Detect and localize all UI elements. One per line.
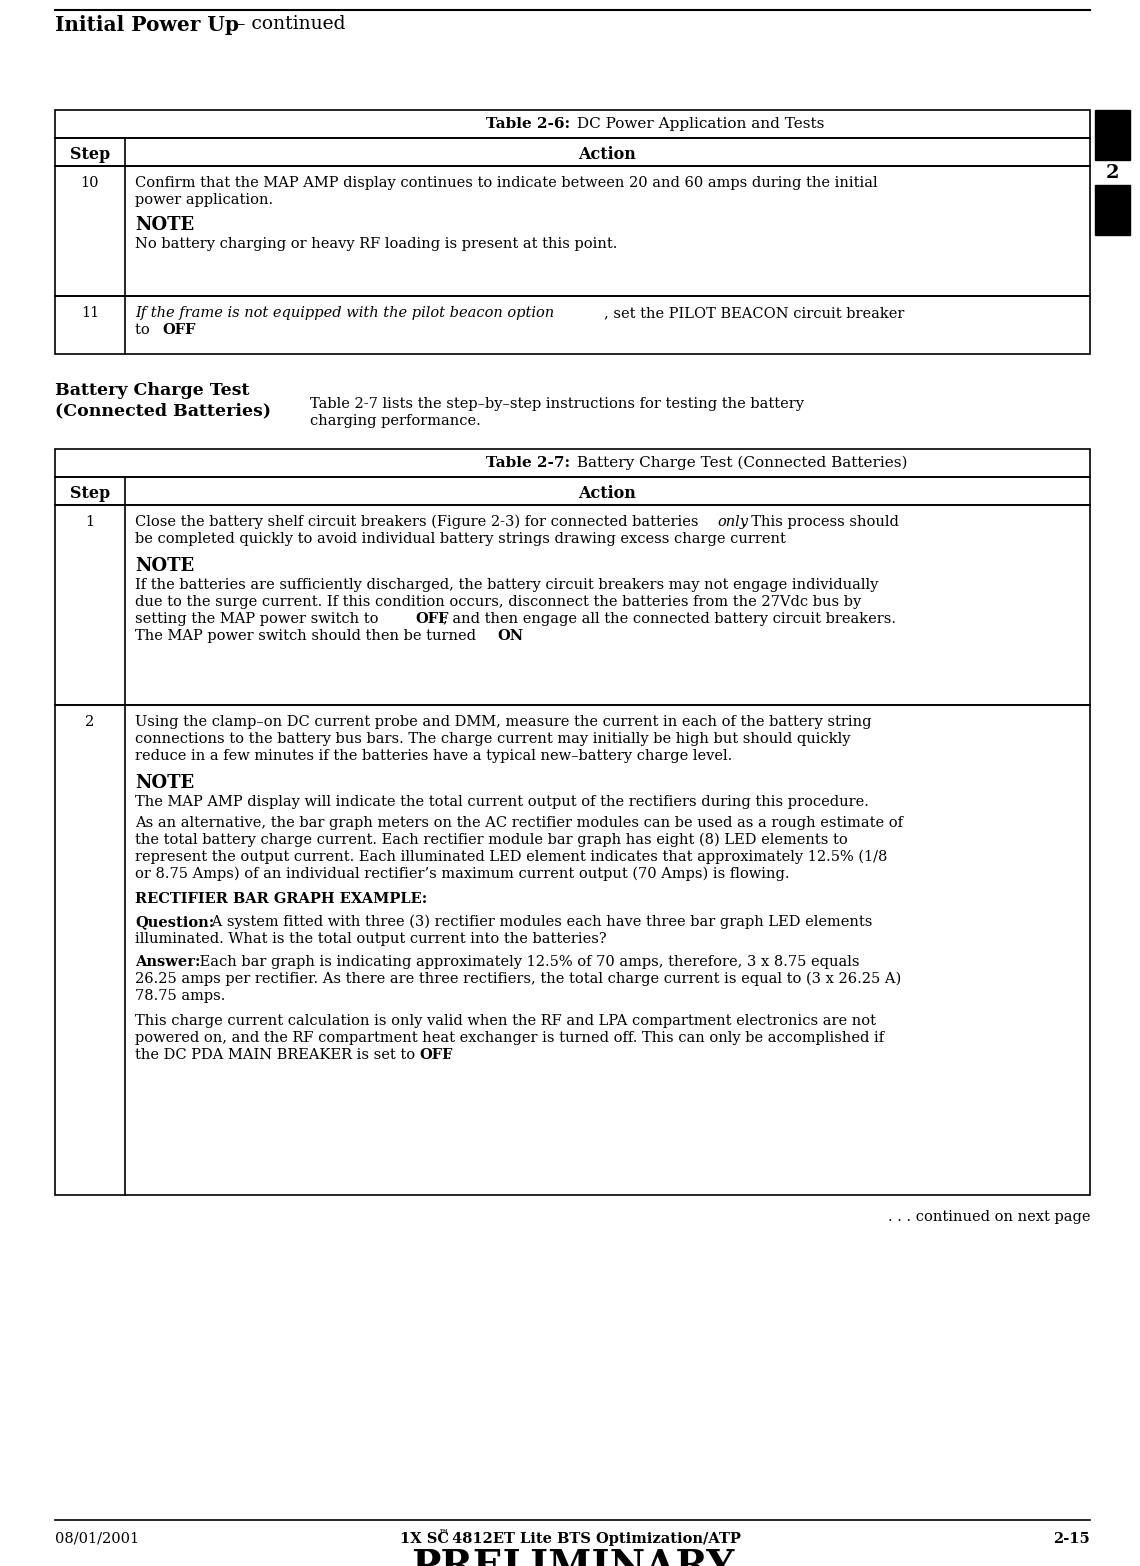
Text: Action: Action xyxy=(579,146,636,163)
Text: Confirm that the MAP AMP display continues to indicate between 20 and 60 amps du: Confirm that the MAP AMP display continu… xyxy=(135,175,878,189)
Text: , and then engage all the connected battery circuit breakers.: , and then engage all the connected batt… xyxy=(443,612,896,626)
Text: illuminated. What is the total output current into the batteries?: illuminated. What is the total output cu… xyxy=(135,932,606,946)
Text: .: . xyxy=(187,323,192,337)
Text: 26.25 amps per rectifier. As there are three rectifiers, the total charge curren: 26.25 amps per rectifier. As there are t… xyxy=(135,972,902,987)
Text: Step: Step xyxy=(70,485,111,503)
Text: Using the clamp–on DC current probe and DMM, measure the current in each of the : Using the clamp–on DC current probe and … xyxy=(135,716,871,730)
Text: Each bar graph is indicating approximately 12.5% of 70 amps, therefore, 3 x 8.75: Each bar graph is indicating approximate… xyxy=(195,955,860,969)
Text: Question:: Question: xyxy=(135,915,214,929)
Text: Answer:: Answer: xyxy=(135,955,201,969)
Text: . . . continued on next page: . . . continued on next page xyxy=(888,1211,1090,1225)
Text: 08/01/2001: 08/01/2001 xyxy=(55,1532,139,1546)
Text: This charge current calculation is only valid when the RF and LPA compartment el: This charge current calculation is only … xyxy=(135,1015,876,1027)
Text: NOTE: NOTE xyxy=(135,557,194,575)
Text: only: only xyxy=(717,515,748,529)
Text: OFF: OFF xyxy=(415,612,448,626)
Bar xyxy=(55,705,1090,1195)
Text: power application.: power application. xyxy=(135,193,274,207)
Text: NOTE: NOTE xyxy=(135,774,194,792)
Text: connections to the battery bus bars. The charge current may initially be high bu: connections to the battery bus bars. The… xyxy=(135,731,850,745)
Bar xyxy=(55,449,1090,478)
Bar xyxy=(55,504,1090,705)
Text: OFF: OFF xyxy=(420,1048,453,1062)
Text: 2: 2 xyxy=(1106,163,1119,182)
Text: (Connected Batteries): (Connected Batteries) xyxy=(55,402,271,420)
Text: Initial Power Up: Initial Power Up xyxy=(55,16,239,34)
Text: charging performance.: charging performance. xyxy=(310,413,481,428)
Text: Step: Step xyxy=(70,146,111,163)
Text: A system fitted with three (3) rectifier modules each have three bar graph LED e: A system fitted with three (3) rectifier… xyxy=(207,915,872,929)
Text: .: . xyxy=(447,1048,451,1062)
Text: – continued: – continued xyxy=(230,16,345,33)
Text: to: to xyxy=(135,323,158,337)
Text: Table 2-7:: Table 2-7: xyxy=(487,456,570,470)
Text: represent the output current. Each illuminated LED element indicates that approx: represent the output current. Each illum… xyxy=(135,850,887,864)
Text: As an alternative, the bar graph meters on the AC rectifier modules can be used : As an alternative, the bar graph meters … xyxy=(135,816,903,830)
Text: ON: ON xyxy=(497,630,523,644)
Text: 1: 1 xyxy=(86,515,95,529)
Text: NOTE: NOTE xyxy=(135,216,194,233)
Text: powered on, and the RF compartment heat exchanger is turned off. This can only b: powered on, and the RF compartment heat … xyxy=(135,1030,885,1045)
Bar xyxy=(55,478,1090,504)
Text: 10: 10 xyxy=(81,175,99,189)
Text: Battery Charge Test: Battery Charge Test xyxy=(55,382,250,399)
Bar xyxy=(55,110,1090,138)
Text: .: . xyxy=(518,630,522,644)
Text: RECTIFIER BAR GRAPH EXAMPLE:: RECTIFIER BAR GRAPH EXAMPLE: xyxy=(135,893,428,907)
Text: Battery Charge Test (Connected Batteries): Battery Charge Test (Connected Batteries… xyxy=(572,456,907,470)
Text: due to the surge current. If this condition occurs, disconnect the batteries fro: due to the surge current. If this condit… xyxy=(135,595,861,609)
Text: reduce in a few minutes if the batteries have a typical new–battery charge level: reduce in a few minutes if the batteries… xyxy=(135,749,732,763)
Text: . This process should: . This process should xyxy=(742,515,898,529)
Text: 78.75 amps.: 78.75 amps. xyxy=(135,990,226,1002)
Bar xyxy=(55,166,1090,296)
Text: Close the battery shelf circuit breakers (Figure 2-3) for connected batteries: Close the battery shelf circuit breakers… xyxy=(135,515,703,529)
Bar xyxy=(1096,110,1130,160)
Text: DC Power Application and Tests: DC Power Application and Tests xyxy=(572,117,825,132)
Text: , set the PILOT BEACON circuit breaker: , set the PILOT BEACON circuit breaker xyxy=(604,305,904,319)
Text: If the batteries are sufficiently discharged, the battery circuit breakers may n: If the batteries are sufficiently discha… xyxy=(135,578,879,592)
Text: ™: ™ xyxy=(439,1530,449,1539)
Bar xyxy=(55,296,1090,354)
Text: The MAP AMP display will indicate the total current output of the rectifiers dur: The MAP AMP display will indicate the to… xyxy=(135,796,869,810)
Text: PRELIMINARY: PRELIMINARY xyxy=(410,1549,734,1566)
Text: 1X SC: 1X SC xyxy=(400,1532,449,1546)
Text: 2-15: 2-15 xyxy=(1053,1532,1090,1546)
Text: the total battery charge current. Each rectifier module bar graph has eight (8) : the total battery charge current. Each r… xyxy=(135,833,848,847)
Text: 11: 11 xyxy=(81,305,99,319)
Bar xyxy=(1096,185,1130,235)
Text: Table 2-6:: Table 2-6: xyxy=(487,117,570,132)
Bar xyxy=(55,138,1090,166)
Text: Action: Action xyxy=(579,485,636,503)
Text: If the frame is not equipped with the pilot beacon option: If the frame is not equipped with the pi… xyxy=(135,305,554,319)
Text: 2: 2 xyxy=(86,716,95,730)
Text: Table 2-7 lists the step–by–step instructions for testing the battery: Table 2-7 lists the step–by–step instruc… xyxy=(310,398,804,410)
Text: be completed quickly to avoid individual battery strings drawing excess charge c: be completed quickly to avoid individual… xyxy=(135,532,785,547)
Text: OFF: OFF xyxy=(162,323,195,337)
Text: 4812ET Lite BTS Optimization/ATP: 4812ET Lite BTS Optimization/ATP xyxy=(447,1532,741,1546)
Text: No battery charging or heavy RF loading is present at this point.: No battery charging or heavy RF loading … xyxy=(135,236,618,251)
Text: setting the MAP power switch to: setting the MAP power switch to xyxy=(135,612,388,626)
Text: or 8.75 Amps) of an individual rectifier’s maximum current output (70 Amps) is f: or 8.75 Amps) of an individual rectifier… xyxy=(135,868,790,882)
Text: the DC PDA MAIN BREAKER is set to: the DC PDA MAIN BREAKER is set to xyxy=(135,1048,424,1062)
Text: The MAP power switch should then be turned: The MAP power switch should then be turn… xyxy=(135,630,481,644)
